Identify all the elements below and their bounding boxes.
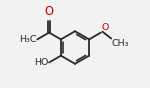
Text: H₃C: H₃C [19,35,36,44]
Text: O: O [101,23,109,32]
Text: O: O [45,5,54,18]
Text: HO: HO [34,58,48,67]
Text: CH₃: CH₃ [112,39,129,48]
